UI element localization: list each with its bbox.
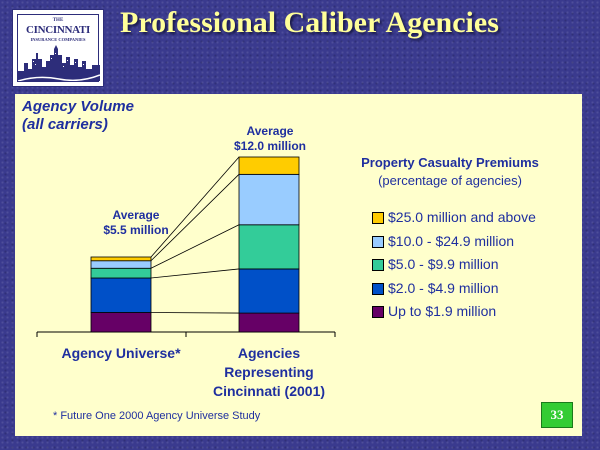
legend-label: $25.0 million and above	[388, 209, 536, 225]
bar-segment	[238, 173, 300, 226]
average-label-line: $5.5 million	[103, 223, 169, 237]
logo-line1: THE	[52, 18, 64, 23]
average-label: Average $12.0 million	[215, 124, 325, 154]
bar-segment	[90, 277, 152, 313]
chart-title: Agency Volume (all carriers)	[22, 98, 222, 134]
chart-title-line: (all carriers)	[22, 116, 108, 133]
legend-swatch	[372, 259, 384, 271]
stacked-bar-chart: Agency Universe* Agencies Representing Cinc…	[36, 156, 336, 399]
average-label-line: Average	[246, 124, 294, 138]
connector-line	[150, 156, 240, 258]
legend-label: $2.0 - $4.9 million	[388, 279, 499, 296]
bar-segment	[238, 156, 300, 175]
cincinnati-logo: THE CINCINNATI INSURANCE COMPANIES	[12, 9, 104, 87]
legend-label: $5.0 - $9.9 million	[388, 256, 499, 272]
connector-line	[150, 174, 240, 262]
skyline-icon	[18, 45, 100, 81]
bar-segment	[238, 312, 300, 333]
bar-segment	[90, 267, 152, 279]
legend-title: Property Casualty Premiums	[361, 155, 539, 170]
connector-line	[150, 268, 240, 279]
footnote: * Future One 2000 Agency Universe Study	[53, 410, 261, 422]
category-label: Cincinnati (2001)	[213, 383, 325, 399]
category-label: Representing	[224, 364, 313, 380]
bar-segment	[238, 224, 300, 270]
chart-title-line: Agency Volume	[22, 98, 134, 115]
average-label: Average $5.5 million	[81, 208, 191, 238]
connector-line	[150, 224, 240, 269]
legend-swatch	[372, 282, 384, 295]
logo-line3: INSURANCE COMPANIES	[30, 37, 86, 42]
average-label-line: Average	[112, 208, 160, 222]
legend-swatch	[372, 235, 384, 248]
legend-label: $10.0 - $24.9 million	[388, 232, 515, 249]
category-label: Agencies	[238, 345, 300, 361]
bar-segment	[90, 256, 152, 262]
logo-frame: THE CINCINNATI INSURANCE COMPANIES	[17, 14, 100, 82]
legend-swatch	[372, 306, 384, 318]
average-label-line: $12.0 million	[233, 139, 307, 153]
logo-line2: CINCINNATI	[25, 24, 91, 36]
connector-line	[150, 312, 240, 314]
bar-segment	[238, 268, 300, 314]
legend-swatch	[372, 212, 384, 224]
slide-title: Professional Caliber Agencies	[120, 6, 499, 39]
page-number: 33	[541, 402, 573, 428]
content-panel: Agency Volume (all carriers) Agency Unive…	[15, 94, 582, 436]
bar-segment	[90, 312, 152, 333]
legend-label: Up to $1.9 million	[388, 303, 497, 319]
legend-subtitle: (percentage of agencies)	[378, 173, 522, 188]
bar-segment	[90, 260, 152, 269]
category-label: Agency Universe*	[61, 345, 181, 361]
